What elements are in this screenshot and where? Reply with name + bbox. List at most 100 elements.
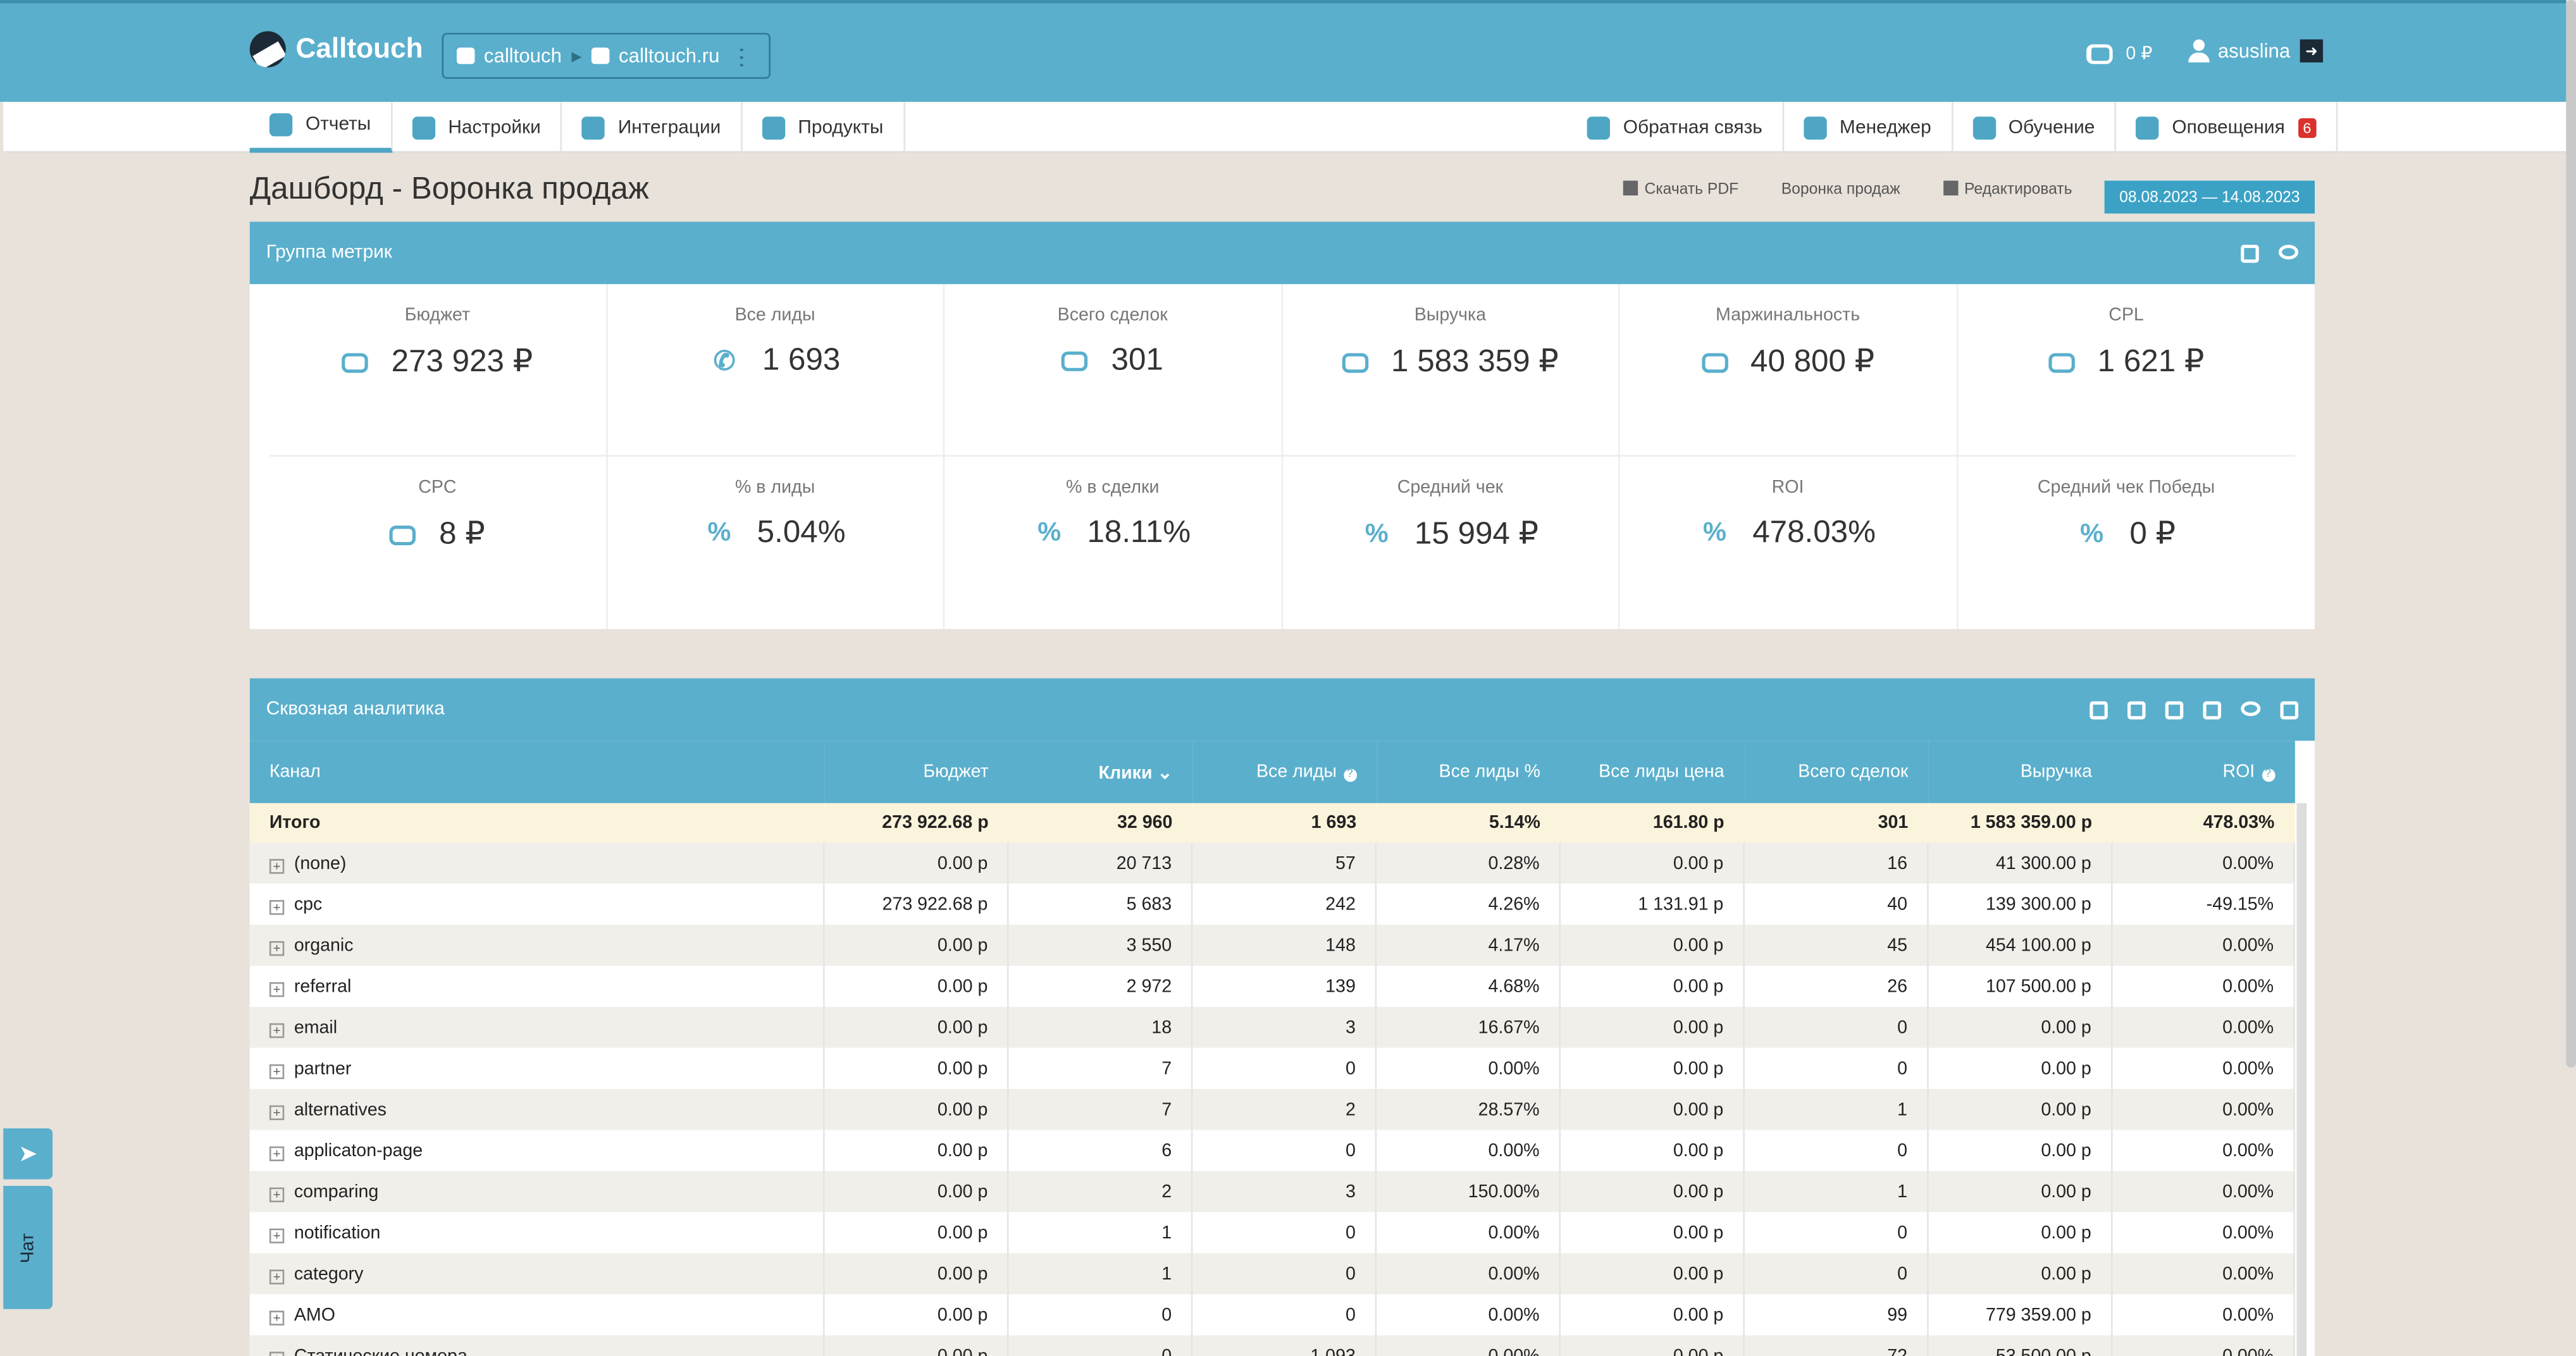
date-range-picker[interactable]: 08.08.2023 — 14.08.2023 — [2104, 180, 2315, 214]
table-row[interactable]: + partner 0.00 р 7 0 0.00% 0.00 р 0 0.00 р 0.00% — [249, 1047, 2295, 1089]
column-header[interactable]: Бюджет — [824, 741, 1008, 803]
column-header[interactable]: Канал — [249, 741, 825, 803]
help-icon[interactable]: ? — [2261, 768, 2275, 782]
table-cell: 0.00 р — [1560, 965, 1745, 1007]
table-cell: 0.00 р — [1560, 1171, 1745, 1212]
table-cell: 0.00% — [2112, 1006, 2295, 1048]
table-row[interactable]: + alternatives 0.00 р 7 2 28.57% 0.00 р 1 0.00 р… — [249, 1088, 2295, 1130]
analytics-table: Канал Бюджет Клики ⌄ Все лиды? Все лиды % Все… — [249, 741, 2295, 1356]
chart-icon[interactable] — [2280, 700, 2299, 719]
channel-cell: + alternatives — [249, 1088, 826, 1130]
expand-icon[interactable]: + — [269, 981, 285, 997]
sort-desc-icon[interactable]: ⌄ — [1152, 763, 1173, 783]
expand-icon[interactable]: + — [269, 1350, 285, 1356]
site-name[interactable]: calltouch.ru — [619, 44, 720, 68]
expand-icon[interactable]: + — [269, 1310, 285, 1325]
table-cell: 28.57% — [1376, 1088, 1561, 1130]
project-switcher[interactable]: calltouch ▶ calltouch.ru ⋯ — [442, 32, 771, 79]
expand-icon[interactable]: + — [269, 858, 285, 873]
help-icon[interactable]: ? — [1343, 768, 1357, 782]
column-header[interactable]: Все лиды % — [1376, 741, 1561, 803]
expand-icon[interactable]: + — [269, 1022, 285, 1037]
table-row[interactable]: + (none) 0.00 р 20 713 57 0.28% 0.00 р 16 41 300… — [249, 842, 2295, 884]
user-menu[interactable]: asuslina ➜ — [2188, 39, 2324, 63]
expand-icon[interactable]: + — [269, 940, 285, 956]
nav-item[interactable]: Менеджер — [1784, 102, 1953, 153]
table-row[interactable]: + category 0.00 р 1 0 0.00% 0.00 р 0 0.00 р 0.00% — [249, 1253, 2295, 1295]
metric-value-row: % 15 994 ₽ — [1362, 515, 1539, 553]
column-header-label: Канал — [269, 761, 321, 782]
metric-value: 1 621 ₽ — [2097, 345, 2205, 379]
expand-icon[interactable]: + — [269, 899, 285, 915]
funnel-button[interactable]: Воронка продаж — [1781, 180, 1900, 199]
table-row[interactable]: + email 0.00 р 18 3 16.67% 0.00 р 0 0.00 р 0.00% — [249, 1006, 2295, 1048]
column-header[interactable]: Все лиды? — [1192, 741, 1377, 803]
column-header[interactable]: Клики ⌄ — [1008, 741, 1192, 803]
metric-value-row: 273 923 ₽ — [342, 343, 533, 381]
metric-value: 0 ₽ — [2129, 517, 2176, 552]
balance[interactable]: 0 ₽ — [2086, 43, 2152, 64]
nav-item[interactable]: Отчеты — [249, 102, 393, 153]
table-scrollbar[interactable] — [2296, 803, 2307, 1356]
nav-item[interactable]: Настройки — [392, 102, 562, 153]
analytics-panel: Сквозная аналитика Канал Бюджет Клики ⌄ Все… — [249, 678, 2315, 1356]
expand-icon[interactable]: + — [269, 1186, 285, 1202]
expand-icon[interactable]: + — [269, 1269, 285, 1284]
download-icon[interactable] — [2090, 700, 2108, 719]
sort-list-icon[interactable] — [2127, 700, 2146, 719]
table-cell: 0.00 р — [1560, 1006, 1745, 1048]
account-name[interactable]: calltouch — [483, 44, 562, 68]
download-pdf-button[interactable]: Скачать PDF — [1623, 180, 1738, 199]
table-row[interactable]: + comparing 0.00 р 2 3 150.00% 0.00 р 1 0.00 р 0.… — [249, 1171, 2295, 1212]
nav-item[interactable]: Продукты — [742, 102, 905, 153]
table-row[interactable]: + applicaton-page 0.00 р 6 0 0.00% 0.00 р 0 0.00… — [249, 1130, 2295, 1171]
nav-item[interactable]: Оповещения 6 — [2116, 102, 2338, 153]
table-cell: 0.00 р — [824, 1335, 1010, 1356]
table-cell: 150.00% — [1376, 1171, 1561, 1212]
column-header[interactable]: Всего сделок — [1743, 741, 1928, 803]
channel-cell: + comparing — [249, 1171, 826, 1212]
eye-icon[interactable] — [2241, 700, 2261, 715]
edit-button[interactable]: Редактировать — [1943, 180, 2072, 199]
channel-name: partner — [294, 1058, 352, 1078]
more-icon[interactable]: ⋯ — [729, 45, 756, 67]
column-header[interactable]: Все лиды цена — [1560, 741, 1744, 803]
eye-icon[interactable] — [2278, 243, 2299, 259]
expand-icon[interactable]: + — [269, 1104, 285, 1119]
telegram-icon: ➤ — [18, 1140, 38, 1166]
table-row[interactable]: + AMO 0.00 р 0 0 0.00% 0.00 р 99 779 359.00 р 0.0… — [249, 1294, 2295, 1336]
table-cell: 0.00% — [2112, 925, 2295, 966]
columns-icon[interactable] — [2165, 700, 2184, 719]
table-cell: 0 — [1192, 1130, 1377, 1171]
nav-item[interactable]: Обучение — [1952, 102, 2117, 153]
expand-icon[interactable]: + — [269, 1228, 285, 1243]
table-cell: 72 — [1743, 1335, 1929, 1356]
expand-icon[interactable]: + — [269, 1145, 285, 1161]
products-icon — [762, 116, 785, 139]
nav-item[interactable]: Интеграции — [562, 102, 743, 153]
table-cell: 2 — [1192, 1088, 1377, 1130]
table-cell: 1 — [1008, 1212, 1193, 1254]
metric-value-row: 301 — [1062, 343, 1163, 379]
table-cell: 2 972 — [1008, 965, 1193, 1007]
calltouch-logo[interactable]: Calltouch — [249, 31, 423, 68]
telegram-button[interactable]: ➤ — [3, 1128, 53, 1180]
expand-icon[interactable]: + — [269, 1063, 285, 1078]
filter-icon[interactable] — [2203, 700, 2222, 719]
page-scrollbar[interactable] — [2566, 0, 2576, 1068]
chat-button[interactable]: Чат — [3, 1185, 53, 1309]
table-cell: 0.00 р — [1928, 1130, 2113, 1171]
column-header[interactable]: ROI? — [2112, 741, 2294, 803]
logout-icon[interactable]: ➜ — [2300, 39, 2324, 63]
filter-icon[interactable] — [2241, 243, 2259, 262]
channel-cell: + partner — [249, 1047, 826, 1089]
column-header[interactable]: Выручка — [1928, 741, 2112, 803]
nav-item[interactable]: Обратная связь — [1567, 102, 1784, 153]
channel-cell: + organic — [249, 925, 826, 966]
top-bar: Calltouch calltouch ▶ calltouch.ru ⋯ 0 ₽… — [0, 0, 2567, 102]
